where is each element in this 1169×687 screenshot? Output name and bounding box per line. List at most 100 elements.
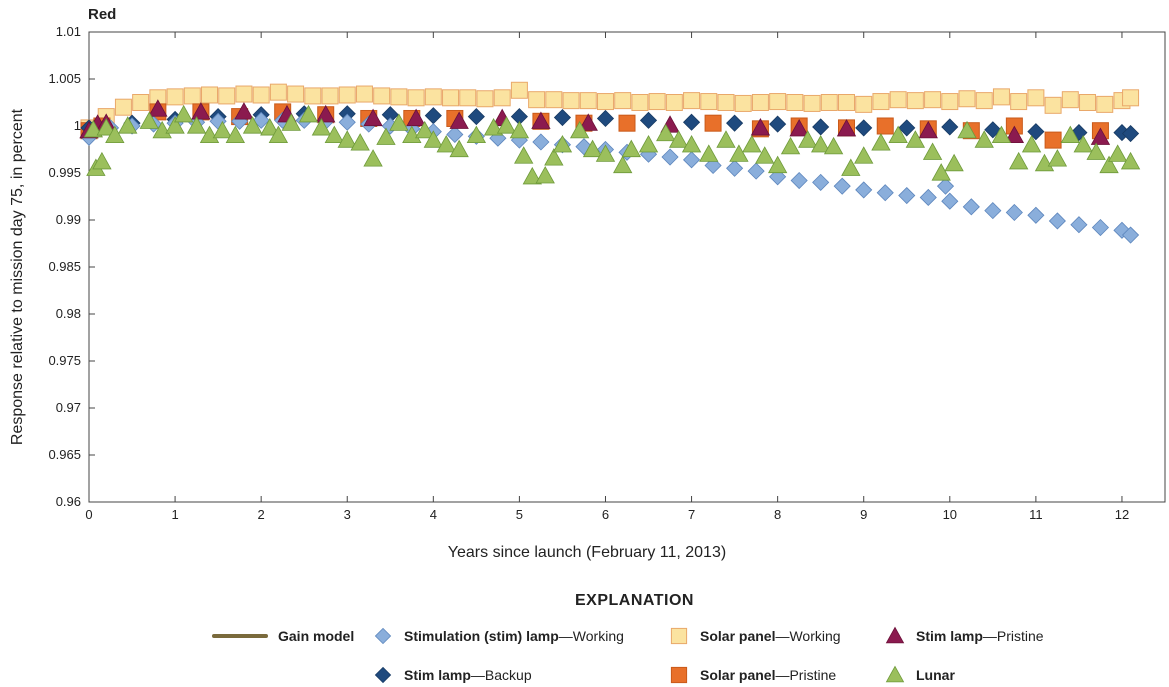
data-point: [174, 104, 194, 123]
data-point: [962, 198, 980, 216]
x-tick-label: 6: [602, 507, 609, 522]
legend-swatch: [670, 627, 688, 645]
x-tick-label: 10: [943, 507, 957, 522]
data-point: [165, 116, 185, 134]
data-point: [704, 114, 722, 132]
y-tick-label: 0.975: [48, 353, 81, 368]
data-point: [191, 102, 211, 120]
data-point: [355, 85, 373, 103]
data-point: [855, 119, 873, 137]
diamond-marker-icon: [374, 627, 392, 645]
square-marker-icon: [670, 627, 688, 645]
data-point: [281, 113, 301, 131]
data-point: [931, 163, 951, 181]
y-tick-label: 1: [74, 118, 81, 133]
data-point: [298, 104, 319, 123]
data-point: [1107, 144, 1128, 162]
data-point: [668, 130, 689, 148]
data-point: [974, 130, 994, 148]
x-tick-label: 1: [171, 507, 178, 522]
triangle-marker-icon: [885, 626, 905, 644]
data-point: [769, 93, 787, 111]
x-tick-label: 0: [85, 507, 92, 522]
data-point: [235, 85, 253, 103]
data-point: [509, 120, 530, 139]
data-point: [199, 125, 220, 144]
data-point: [871, 133, 891, 151]
data-point: [1047, 149, 1068, 167]
data-point: [803, 94, 821, 112]
data-point: [376, 127, 396, 145]
line-swatch-icon: [212, 634, 268, 638]
legend-label-rest: —Working: [558, 628, 624, 644]
data-point: [390, 88, 408, 106]
data-point: [424, 107, 442, 125]
y-tick-label: 0.995: [48, 165, 81, 180]
data-point: [823, 136, 844, 155]
legend-label-bold: Solar panel: [700, 628, 776, 644]
data-point: [132, 94, 150, 111]
data-point: [769, 115, 787, 133]
data-point: [958, 90, 976, 108]
data-point: [734, 94, 752, 112]
data-point: [553, 108, 572, 127]
data-point: [1120, 151, 1141, 170]
legend-label-rest: —Pristine: [775, 667, 837, 683]
data-point: [579, 92, 597, 110]
data-point: [166, 88, 184, 106]
data-point: [924, 91, 942, 109]
y-tick-label: 0.985: [48, 259, 81, 274]
data-point: [1010, 93, 1028, 111]
x-tick-label: 8: [774, 507, 781, 522]
data-point: [906, 92, 924, 110]
data-point: [363, 108, 383, 127]
x-axis-label: Years since launch (February 11, 2013): [448, 544, 726, 561]
data-point: [798, 130, 818, 148]
data-point: [304, 87, 322, 105]
data-point: [621, 139, 641, 158]
data-point: [905, 130, 926, 148]
data-point: [186, 116, 207, 134]
data-point: [139, 111, 159, 129]
legend-swatch: [374, 627, 392, 645]
data-point: [407, 89, 425, 107]
data-point: [350, 133, 370, 151]
data-point: [1122, 89, 1140, 107]
data-point: [665, 94, 683, 111]
x-tick-label: 2: [258, 507, 265, 522]
data-point: [446, 125, 464, 144]
data-point: [992, 88, 1010, 106]
data-point: [252, 86, 270, 104]
data-point: [855, 181, 873, 199]
data-point: [631, 94, 649, 111]
data-point: [569, 120, 590, 139]
data-point: [1027, 206, 1045, 224]
legend-label-bold: Gain model: [278, 628, 355, 644]
data-point: [1096, 95, 1114, 113]
data-point: [991, 125, 1012, 144]
data-point: [872, 93, 890, 111]
data-point: [552, 134, 573, 153]
data-point: [726, 159, 744, 177]
data-point: [316, 104, 336, 123]
data-point: [941, 93, 959, 111]
series-stimulation-stim-lamp-working: [80, 111, 1140, 244]
data-point: [510, 81, 528, 99]
x-tick-label: 9: [860, 507, 867, 522]
data-point: [337, 130, 357, 148]
data-point: [483, 118, 504, 136]
data-point: [941, 118, 959, 136]
data-point: [747, 162, 765, 180]
legend-item: Gain model: [212, 626, 354, 646]
legend-item: Stim lamp —Pristine: [884, 626, 1044, 646]
data-point: [812, 118, 830, 136]
diamond-marker-icon: [374, 666, 392, 684]
data-point: [114, 98, 132, 116]
data-point: [1048, 212, 1066, 230]
legend-swatch: [885, 665, 905, 683]
data-point: [268, 125, 289, 144]
data-point: [656, 123, 676, 142]
data-point: [661, 148, 679, 166]
data-point: [811, 134, 831, 153]
